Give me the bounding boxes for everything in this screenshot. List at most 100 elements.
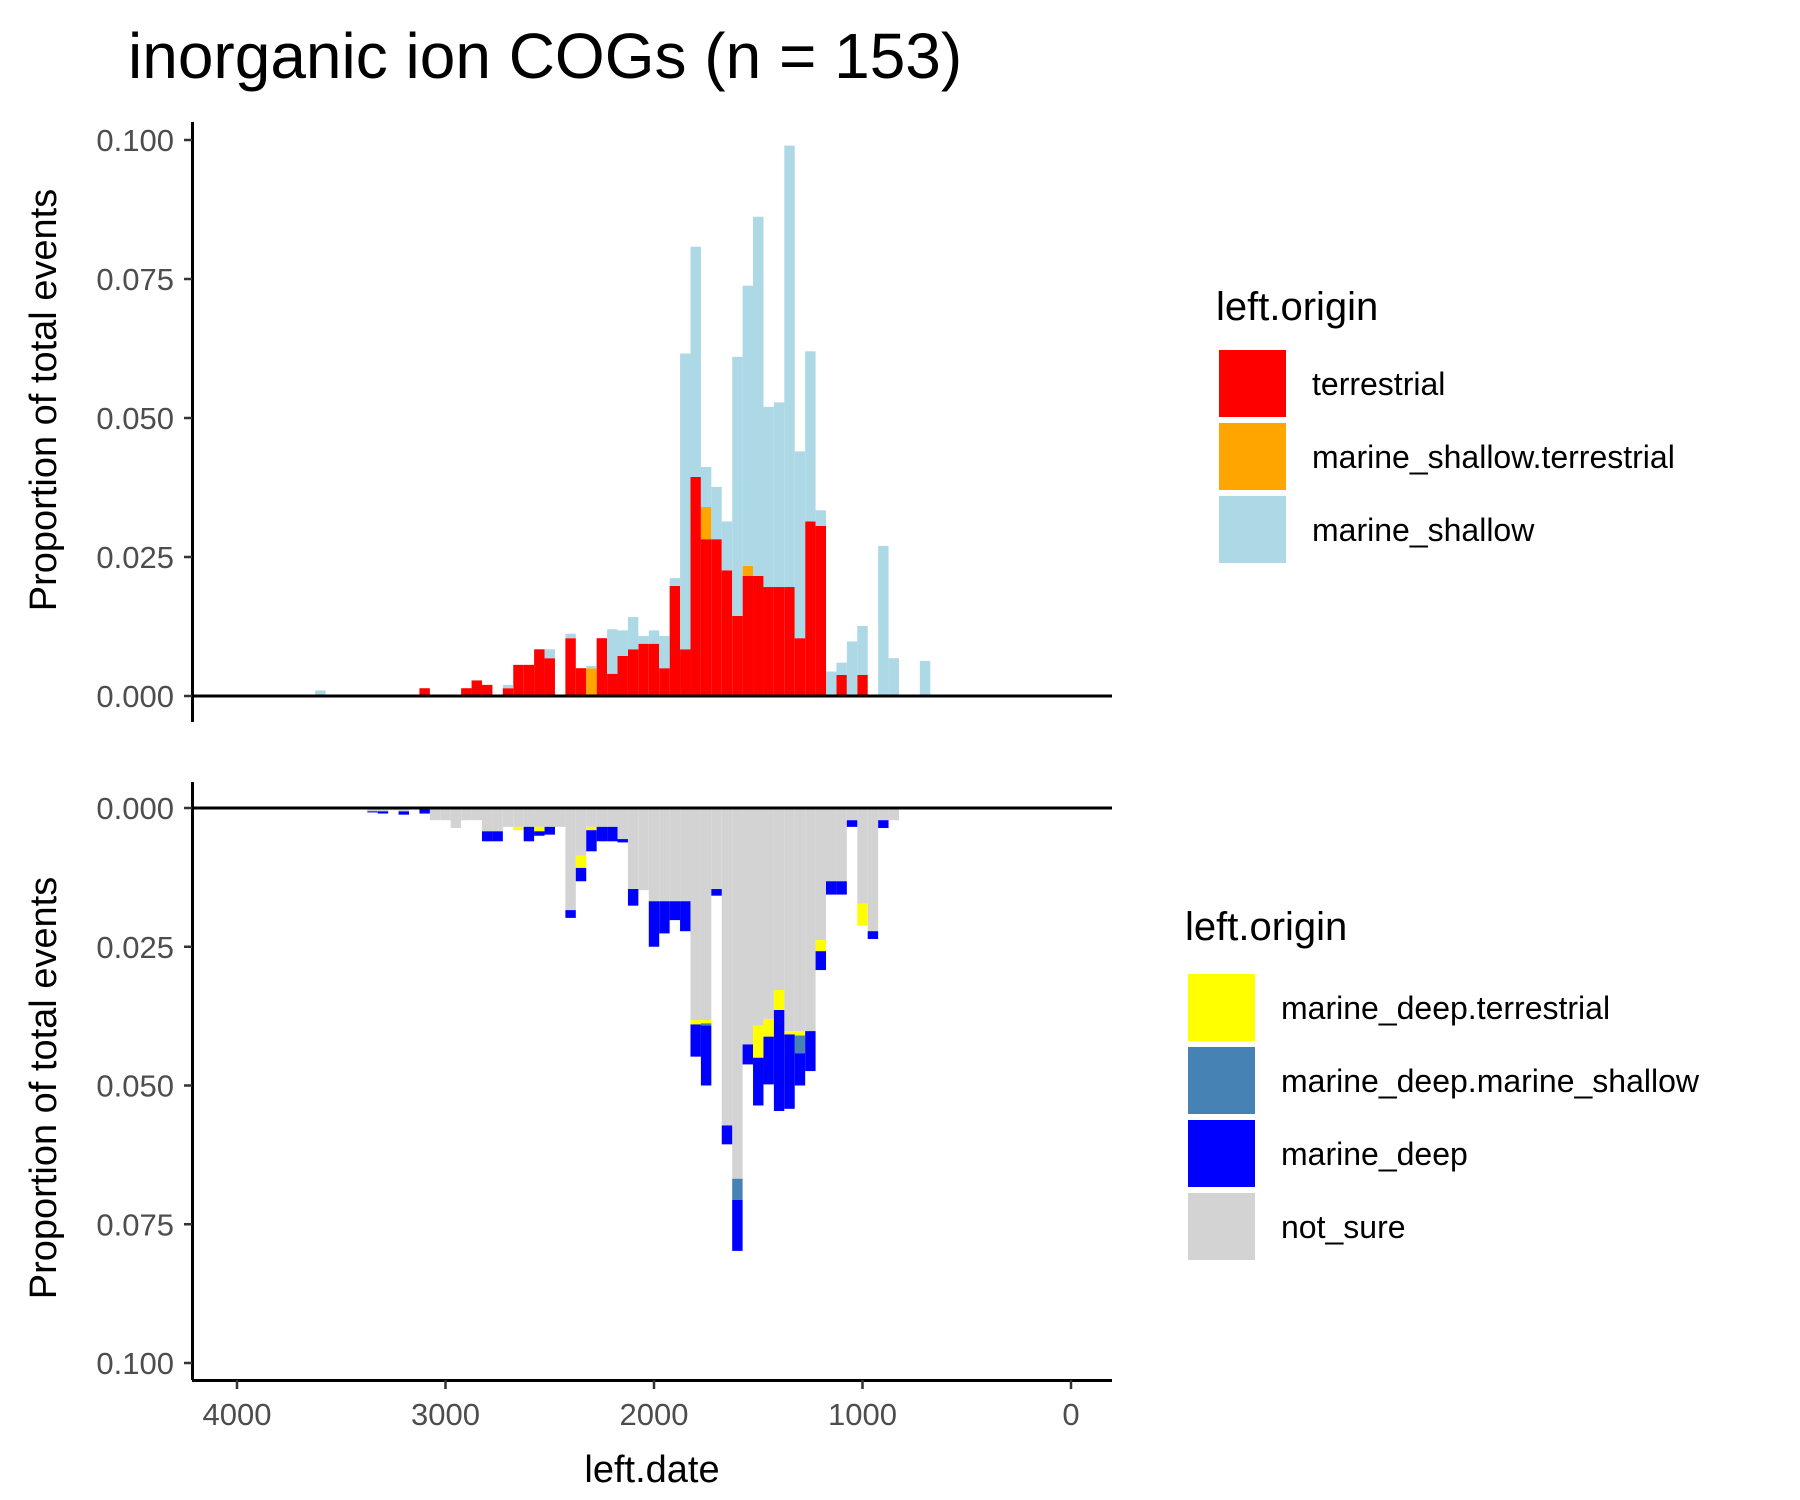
top-bar-terrestrial	[711, 539, 722, 696]
top-bar-marine-shallow	[784, 145, 795, 588]
bottom-bar-not-sure	[773, 808, 785, 991]
bottom-bar-not-sure	[565, 808, 576, 911]
top-bar-terrestrial	[523, 664, 535, 696]
bottom-bar-marine-deep	[648, 901, 660, 947]
top-bar-marine-shallow	[742, 285, 754, 566]
bottom-y-tick-label: 0.050	[96, 1069, 174, 1104]
bottom-bar-not-sure	[888, 808, 899, 821]
top-panel-bars	[315, 145, 931, 696]
bottom-bar-marine-deep	[721, 1125, 733, 1145]
bottom-bar-marine-deep	[763, 1036, 774, 1085]
top-bar-marine-shallow-terrestrial	[586, 668, 597, 696]
top-bar-terrestrial	[680, 649, 691, 696]
bottom-bar-not-sure	[669, 808, 681, 902]
top-bar-marine-shallow-terrestrial	[700, 506, 712, 540]
bottom-bar-marine-deep	[523, 826, 535, 842]
top-y-tick-label: 0.025	[96, 540, 174, 575]
x-tick-label: 0	[1062, 1397, 1079, 1432]
top-bar-terrestrial	[773, 587, 785, 696]
top-bar-marine-shallow	[502, 684, 514, 689]
bottom-bar-marine-deep-terrestrial	[784, 1031, 795, 1035]
bottom-bar-not-sure	[461, 808, 472, 821]
bottom-bar-marine-deep-terrestrial	[513, 826, 524, 831]
bottom-panel-y-ticks: 0.000 0.025 0.050 0.075 0.100	[96, 791, 192, 1381]
bottom-bar-marine-deep	[544, 826, 555, 835]
bottom-bar-not-sure	[867, 808, 879, 932]
top-bar-marine-shallow	[586, 665, 597, 669]
bottom-bar-marine-deep-terrestrial	[815, 940, 827, 952]
top-bar-marine-shallow	[753, 216, 764, 576]
top-legend-key-marine-shallow-terrestrial	[1219, 423, 1286, 490]
top-bar-terrestrial	[617, 655, 628, 696]
x-tick-label: 4000	[203, 1397, 272, 1432]
bottom-bar-marine-deep	[878, 820, 889, 828]
top-bar-marine-shallow	[763, 406, 774, 588]
bottom-legend-key-not-sure	[1188, 1193, 1255, 1260]
top-bar-marine-shallow	[544, 649, 555, 659]
bottom-bar-not-sure	[492, 808, 503, 832]
top-bar-terrestrial	[700, 539, 712, 696]
bottom-bar-marine-deep-terrestrial	[586, 826, 597, 831]
top-bar-terrestrial	[857, 674, 868, 696]
bottom-bar-not-sure	[513, 808, 524, 827]
bottom-bar-not-sure	[732, 808, 743, 1179]
top-bar-terrestrial	[513, 664, 524, 696]
top-bar-terrestrial	[638, 643, 649, 696]
top-bar-terrestrial	[565, 638, 576, 696]
bottom-bar-marine-deep	[586, 830, 597, 852]
top-bar-terrestrial	[732, 615, 743, 696]
bottom-bar-not-sure	[857, 808, 868, 904]
bottom-bar-not-sure	[481, 808, 493, 832]
bottom-bar-not-sure	[680, 808, 691, 902]
top-bar-marine-shallow	[721, 521, 733, 571]
bottom-y-tick-label: 0.000	[96, 791, 174, 826]
bottom-bar-marine-deep	[784, 1034, 795, 1109]
top-bar-terrestrial	[648, 643, 660, 696]
top-panel-y-axis-title: Proportion of total events	[23, 189, 65, 611]
bottom-bar-marine-deep-terrestrial	[575, 855, 587, 868]
bottom-bar-marine-deep-terrestrial	[534, 826, 545, 832]
bottom-bar-marine-deep	[607, 826, 618, 842]
top-bar-marine-shallow	[627, 617, 639, 650]
bottom-bar-marine-deep	[492, 831, 503, 842]
bottom-bar-not-sure	[784, 808, 795, 1032]
bottom-bar-marine-deep	[836, 881, 847, 895]
top-bar-terrestrial	[815, 525, 827, 696]
top-bar-marine-shallow	[805, 351, 816, 522]
top-bar-marine-shallow	[857, 625, 868, 675]
bottom-y-tick-label: 0.075	[96, 1207, 174, 1242]
bottom-bar-not-sure	[826, 808, 837, 882]
top-bar-marine-shallow	[878, 545, 889, 696]
top-bar-terrestrial	[596, 638, 608, 696]
top-bar-terrestrial	[481, 684, 493, 696]
bottom-bar-not-sure	[544, 808, 555, 827]
bottom-bar-marine-deep-terrestrial	[857, 903, 868, 926]
bottom-legend-label-marine-deep-marine-shallow: marine_deep.marine_shallow	[1281, 1063, 1700, 1099]
top-legend-key-marine-shallow	[1219, 496, 1286, 563]
legend-top: left.origin terrestrial marine_shallow.ter…	[1216, 285, 1675, 563]
bottom-bar-not-sure	[502, 808, 514, 827]
bottom-bar-marine-deep	[773, 1010, 785, 1112]
bottom-bar-not-sure	[554, 808, 566, 827]
bottom-legend-key-marine-deep-marine-shallow	[1188, 1047, 1255, 1114]
bottom-bar-marine-deep	[742, 1044, 754, 1065]
top-bar-terrestrial	[607, 673, 618, 696]
bottom-bar-marine-deep	[481, 831, 493, 842]
top-legend-key-terrestrial	[1219, 350, 1286, 417]
bottom-bar-marine-deep	[377, 811, 389, 814]
bottom-bar-not-sure	[534, 808, 545, 827]
bottom-bar-not-sure	[523, 808, 535, 827]
bottom-bar-not-sure	[627, 808, 639, 890]
x-tick-label: 2000	[620, 1397, 689, 1432]
top-bar-marine-shallow	[711, 486, 722, 540]
top-bar-marine-shallow	[690, 246, 701, 477]
bottom-bar-marine-deep	[867, 931, 879, 939]
bottom-bar-not-sure	[846, 808, 858, 821]
top-bar-marine-shallow	[680, 353, 691, 650]
bottom-bar-marine-deep	[815, 951, 827, 971]
bottom-bar-not-sure	[700, 808, 712, 1021]
top-bar-terrestrial	[659, 668, 670, 696]
top-bar-marine-shallow	[919, 660, 931, 696]
top-bar-terrestrial	[669, 585, 681, 696]
